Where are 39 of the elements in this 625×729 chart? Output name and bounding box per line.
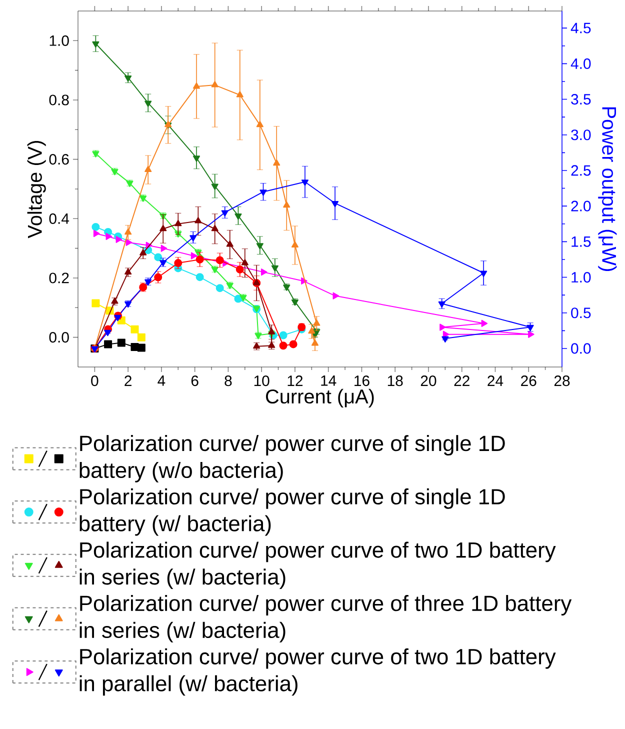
y2-tick-label: 0.5 [571, 308, 591, 318]
y-axis-title: Voltage (V) [27, 140, 46, 238]
x-tick-label: 12 [288, 376, 303, 386]
x-tick-label: 0 [91, 376, 98, 386]
x-tick-label: 2 [124, 376, 132, 386]
y-tick-label: 0.4 [49, 213, 70, 224]
y-tick-label: 0.8 [49, 94, 69, 106]
x-tick-label: 10 [254, 376, 270, 386]
legend-label: Polarization curve/ power curve of single 1D battery (w/o bacteria) [80, 435, 505, 482]
y2-tick-label: 2.0 [571, 200, 591, 212]
y2-tick-label: 4.5 [570, 22, 591, 34]
y2-axis-title: Power output (μW) [598, 107, 617, 271]
x-tick-label: 24 [488, 376, 504, 386]
x-tick-label: 26 [521, 376, 536, 386]
x-tick-label: 18 [388, 376, 403, 386]
legend-label: Polarization curve/ power curve of three 1D battery in series (w/ bacteria) [80, 595, 572, 642]
x-axis-title: Current (μA) [266, 388, 374, 408]
x-tick-label: 28 [554, 376, 570, 386]
x-tick-label: 20 [420, 376, 436, 386]
y2-tick-label: 4.0 [570, 58, 591, 69]
y2-tick-label: 2.5 [571, 165, 591, 176]
y2-tick-label: 3.5 [571, 94, 591, 105]
y-tick-label: 0.0 [49, 332, 69, 343]
y2-tick-label: 3.0 [571, 130, 591, 140]
y2-tick-label: 1.5 [572, 236, 591, 247]
y2-tick-label: 0.0 [571, 343, 591, 354]
legend-label: Polarization curve/ power curve of two 1D battery in series (w/ bacteria) [80, 542, 556, 590]
y-tick-label: 0.2 [49, 272, 69, 284]
x-tick-label: 14 [321, 376, 336, 386]
x-tick-label: 4 [158, 376, 166, 386]
y-tick-label: 1.0 [50, 35, 69, 46]
x-tick-label: 8 [224, 376, 232, 386]
legend-label: Polarization curve/ power curve of two 1D battery in parallel (w/ bacteria) [80, 648, 556, 696]
x-tick-label: 16 [354, 376, 370, 386]
x-tick-label: 22 [454, 376, 470, 386]
legend-label: Polarization curve/ power curve of single 1D battery (w/ bacteria) [80, 488, 505, 536]
y2-tick-label: 1.0 [572, 272, 591, 283]
y-tick-label: 0.6 [49, 154, 69, 165]
x-tick-label: 6 [191, 376, 198, 386]
